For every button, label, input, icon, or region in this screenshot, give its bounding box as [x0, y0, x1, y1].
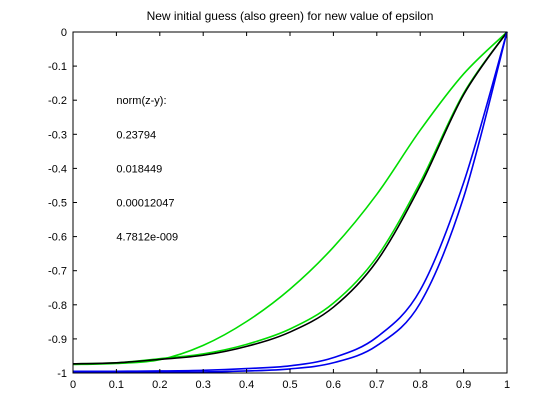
y-tick-label: -0.2	[48, 95, 67, 107]
annotation-value: 4.7812e-009	[116, 232, 178, 244]
series-line-5	[72, 31, 508, 374]
y-tick-label: -0.5	[48, 198, 67, 210]
x-tick-label: 0	[70, 379, 76, 391]
x-tick-label: 0.3	[196, 379, 211, 391]
y-tick-label: -0.3	[48, 129, 67, 141]
y-tick-label: -0.6	[48, 232, 67, 244]
y-tick-label: -0.8	[48, 300, 67, 312]
x-tick-label: 0.8	[413, 379, 428, 391]
y-tick-label: -1	[57, 368, 67, 380]
x-tick-label: 0.4	[239, 379, 254, 391]
series-layer	[72, 31, 508, 374]
x-tick-label: 0.1	[109, 379, 124, 391]
series-line-3	[72, 31, 508, 365]
x-tick-label: 0.5	[282, 379, 297, 391]
annotation-value: 0.00012047	[116, 198, 174, 210]
series-line-4	[72, 31, 508, 373]
y-tick-label: -0.7	[48, 266, 67, 278]
x-tick-label: 0.7	[369, 379, 384, 391]
x-tick-label: 1	[504, 379, 510, 391]
x-tick-label: 0.9	[456, 379, 471, 391]
y-tick-label: -0.9	[48, 334, 67, 346]
y-tick-label: -0.4	[48, 163, 67, 175]
x-tick-label: 0.2	[152, 379, 167, 391]
y-tick-label: 0	[61, 27, 67, 39]
annotation-heading: norm(z-y):	[116, 95, 166, 107]
chart-title: New initial guess (also green) for new v…	[147, 9, 434, 23]
x-tick-label: 0.6	[326, 379, 341, 391]
series-line-1	[72, 31, 508, 366]
ticks-layer: 0 0.1 0.2 0.3 0.4 0.5 0.6 0.7 0.8 0.9 1 0 -0.1 -0.2 -0…	[48, 27, 510, 391]
y-tick-label: -0.1	[48, 61, 67, 73]
annotations-layer: norm(z-y): 0.23794 0.018449 0.00012047 4.781…	[116, 95, 178, 243]
annotation-value: 0.23794	[116, 129, 156, 141]
annotation-value: 0.018449	[116, 163, 162, 175]
